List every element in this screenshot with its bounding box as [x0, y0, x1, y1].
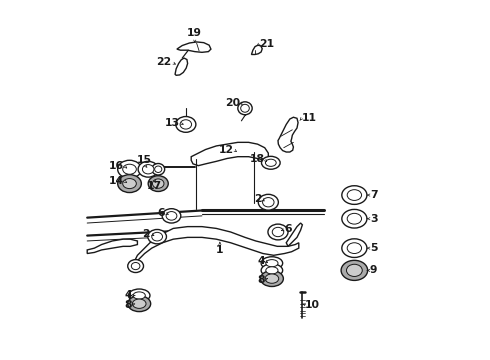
Ellipse shape — [162, 209, 181, 223]
Text: 16: 16 — [109, 161, 124, 171]
Ellipse shape — [342, 239, 367, 257]
Ellipse shape — [148, 229, 167, 244]
Ellipse shape — [266, 260, 278, 267]
Ellipse shape — [132, 299, 146, 309]
Text: 12: 12 — [219, 144, 234, 154]
Ellipse shape — [241, 104, 249, 112]
Ellipse shape — [138, 161, 158, 177]
Ellipse shape — [268, 224, 288, 240]
Ellipse shape — [238, 102, 252, 115]
Ellipse shape — [272, 227, 284, 237]
Text: 6: 6 — [285, 225, 292, 234]
Text: 8: 8 — [258, 275, 265, 285]
Ellipse shape — [128, 289, 150, 302]
Text: 3: 3 — [370, 214, 377, 224]
Ellipse shape — [166, 212, 177, 220]
Ellipse shape — [262, 156, 280, 169]
Text: 13: 13 — [165, 118, 180, 128]
Ellipse shape — [180, 120, 192, 129]
Text: 9: 9 — [370, 265, 377, 275]
Text: 6: 6 — [158, 208, 166, 218]
Text: 11: 11 — [302, 113, 317, 123]
Ellipse shape — [122, 164, 136, 174]
Ellipse shape — [143, 165, 154, 174]
Text: 17: 17 — [147, 181, 162, 191]
Ellipse shape — [258, 194, 278, 210]
Text: 8: 8 — [124, 300, 132, 310]
Ellipse shape — [152, 179, 164, 188]
Text: 22: 22 — [157, 57, 172, 67]
Ellipse shape — [122, 179, 136, 189]
Ellipse shape — [347, 213, 362, 224]
Text: 18: 18 — [249, 154, 265, 164]
Polygon shape — [175, 58, 188, 75]
Ellipse shape — [263, 198, 274, 207]
Polygon shape — [251, 45, 262, 54]
Text: 2: 2 — [142, 229, 150, 239]
Polygon shape — [87, 239, 137, 253]
Ellipse shape — [118, 160, 141, 178]
Ellipse shape — [260, 271, 283, 287]
Ellipse shape — [347, 190, 362, 201]
Polygon shape — [177, 42, 211, 52]
Ellipse shape — [266, 267, 278, 274]
Text: 4: 4 — [124, 291, 132, 301]
Text: 5: 5 — [370, 243, 377, 253]
Ellipse shape — [155, 166, 162, 172]
Ellipse shape — [176, 117, 196, 132]
Ellipse shape — [148, 176, 168, 192]
Ellipse shape — [128, 296, 151, 312]
Ellipse shape — [341, 260, 368, 280]
Ellipse shape — [342, 210, 367, 228]
Ellipse shape — [265, 274, 279, 283]
Ellipse shape — [118, 175, 141, 193]
Polygon shape — [278, 117, 298, 152]
Polygon shape — [130, 226, 299, 270]
Ellipse shape — [346, 264, 362, 276]
Text: 20: 20 — [225, 98, 241, 108]
Ellipse shape — [266, 159, 276, 166]
Text: 1: 1 — [216, 245, 223, 255]
Text: 4: 4 — [257, 256, 265, 266]
Polygon shape — [286, 223, 302, 246]
Ellipse shape — [128, 260, 144, 273]
Ellipse shape — [342, 186, 367, 204]
Ellipse shape — [347, 243, 362, 253]
Ellipse shape — [131, 262, 140, 270]
Ellipse shape — [261, 264, 283, 277]
Text: 7: 7 — [370, 190, 377, 200]
Text: 2: 2 — [254, 194, 262, 204]
Text: 19: 19 — [187, 28, 202, 39]
Ellipse shape — [133, 292, 146, 299]
Ellipse shape — [152, 232, 163, 241]
Text: 10: 10 — [305, 300, 320, 310]
Text: 14: 14 — [109, 176, 124, 186]
Polygon shape — [191, 142, 269, 166]
Text: 15: 15 — [137, 155, 152, 165]
Ellipse shape — [152, 163, 165, 175]
Text: 21: 21 — [259, 39, 274, 49]
Ellipse shape — [261, 257, 283, 270]
